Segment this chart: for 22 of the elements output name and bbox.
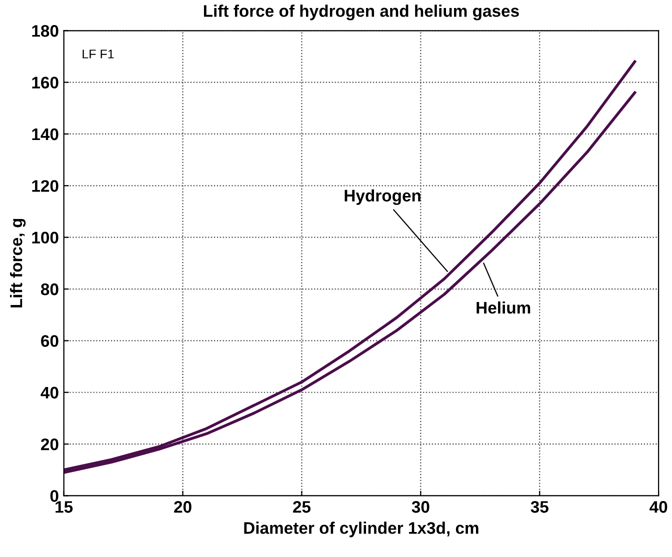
annotation: Helium	[476, 301, 530, 314]
x-tick-label: 20	[174, 501, 192, 513]
x-tick-label: 40	[650, 501, 668, 513]
x-tick-label: 35	[530, 501, 548, 513]
y-tick-label: 20	[41, 438, 58, 450]
y-axis-title: Lift force, g	[10, 218, 26, 308]
y-tick-label: 60	[41, 335, 58, 347]
y-tick-label: 140	[32, 128, 58, 140]
y-tick-label: 0	[50, 490, 58, 502]
y-tick-label: 80	[40, 283, 58, 296]
y-tick-label: 120	[32, 180, 58, 192]
annotation: Hydrogen	[344, 189, 420, 205]
annotation: LF F1	[82, 50, 114, 58]
x-tick-label: 25	[293, 501, 311, 513]
x-tick-label: 30	[412, 501, 430, 513]
chart-title: Lift force of hydrogen and helium gases	[204, 4, 519, 20]
x-axis-title: Diameter of cylinder 1x3d, cm	[244, 522, 478, 538]
y-tick-label: 160	[32, 76, 58, 89]
y-tick-label: 40	[40, 386, 58, 399]
y-tick-label: 180	[32, 25, 58, 37]
y-tick-label: 100	[32, 232, 58, 244]
x-tick-label: 15	[56, 501, 73, 513]
